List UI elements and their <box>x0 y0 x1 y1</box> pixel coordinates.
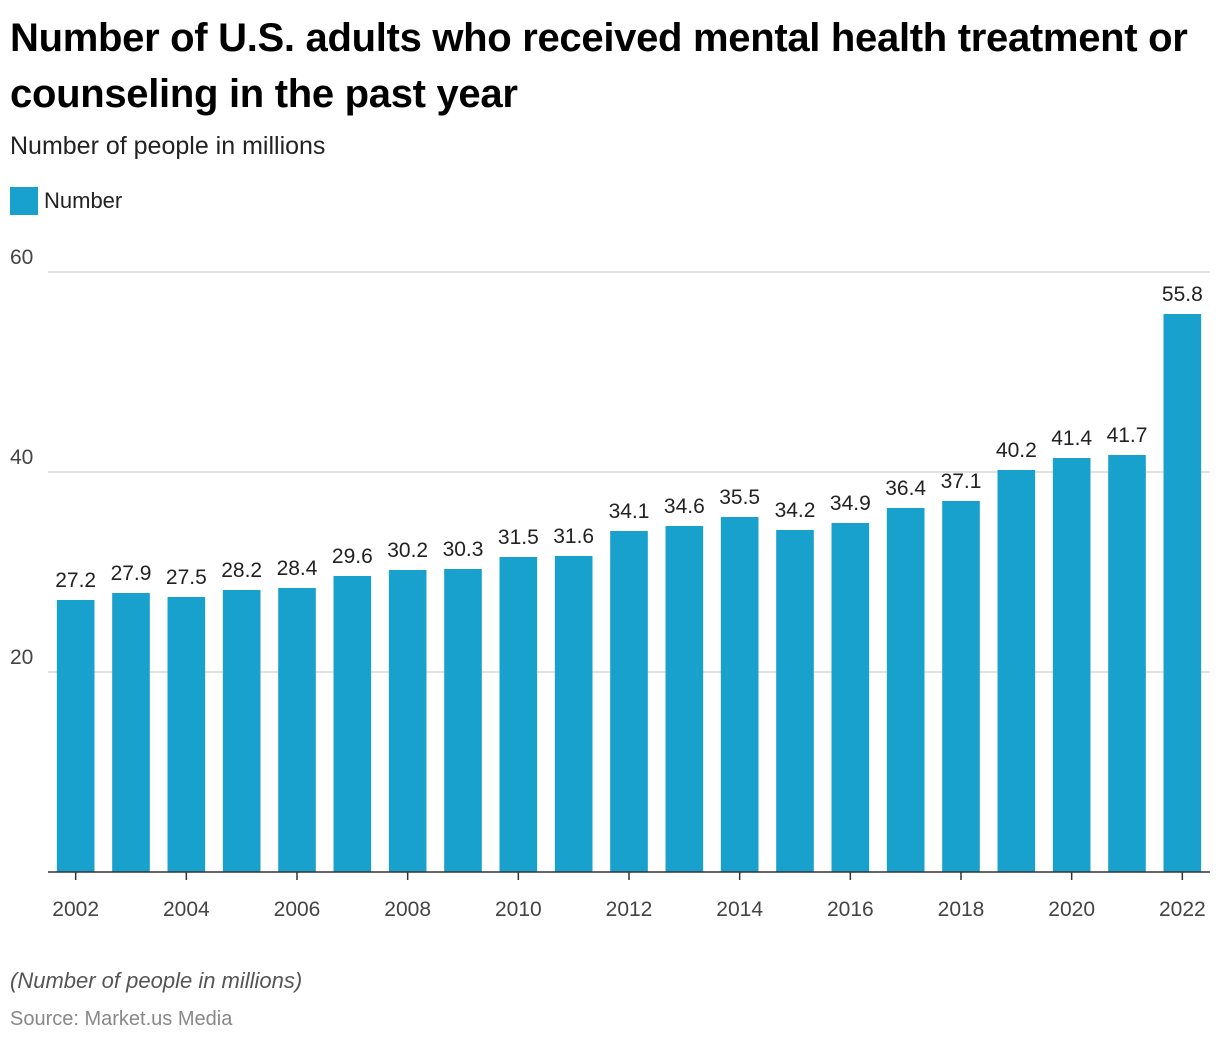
data-label: 36.4 <box>885 477 926 500</box>
legend-swatch <box>10 187 38 215</box>
x-tick-label: 2010 <box>495 898 542 921</box>
bar <box>610 531 648 872</box>
x-tick-label: 2004 <box>163 898 210 921</box>
bar <box>444 569 482 872</box>
bar <box>1052 458 1091 872</box>
data-label: 30.3 <box>443 538 484 561</box>
bar <box>554 556 593 872</box>
bar <box>776 530 814 872</box>
data-label: 34.6 <box>664 495 705 518</box>
data-label: 34.1 <box>609 500 650 523</box>
data-label: 31.5 <box>498 526 539 549</box>
bar <box>720 517 759 872</box>
data-label: 40.2 <box>996 439 1037 462</box>
bar-chart: 20 40 60 27.2 27.9 27.5 28.2 28.4 29.6 30.2 30.3 31… <box>10 246 1210 921</box>
x-tick-label: 2008 <box>384 898 431 921</box>
legend: Number <box>10 186 122 216</box>
x-tick-label: 2018 <box>938 898 985 921</box>
x-tick-label: 2016 <box>827 898 874 921</box>
bar <box>942 501 980 872</box>
data-label: 29.6 <box>332 545 373 568</box>
data-label: 27.2 <box>55 569 96 592</box>
footnote: (Number of people in millions) <box>10 968 303 993</box>
bar <box>1163 314 1202 872</box>
data-label: 41.7 <box>1107 424 1148 447</box>
bar <box>886 508 925 872</box>
data-label: 34.2 <box>775 499 816 522</box>
y-tick-label: 60 <box>10 246 33 269</box>
data-label: 30.2 <box>387 539 428 562</box>
x-tick-label: 2006 <box>274 898 321 921</box>
bar <box>112 593 150 872</box>
bar <box>1108 455 1146 872</box>
bar <box>997 470 1036 872</box>
x-tick-label: 2002 <box>52 898 99 921</box>
source-credit: Source: Market.us Media <box>10 1008 233 1030</box>
y-tick-label: 40 <box>10 446 33 469</box>
x-tick-label: 2012 <box>606 898 653 921</box>
bar <box>167 597 206 872</box>
bar <box>278 588 316 872</box>
data-label: 31.6 <box>553 525 594 548</box>
data-label: 34.9 <box>830 492 871 515</box>
x-tick-label: 2014 <box>716 898 763 921</box>
legend-label: Number <box>44 188 123 213</box>
bar <box>56 600 95 872</box>
bar <box>333 576 372 872</box>
data-label: 37.1 <box>941 470 982 493</box>
data-label: 27.5 <box>166 566 207 589</box>
bar <box>665 526 704 872</box>
data-label: 55.8 <box>1162 283 1203 306</box>
data-label: 41.4 <box>1051 427 1092 450</box>
x-tick-label: 2020 <box>1048 898 1095 921</box>
x-tick-label: 2022 <box>1159 898 1206 921</box>
chart-subtitle: Number of people in millions <box>10 132 326 160</box>
y-tick-label: 20 <box>10 646 33 669</box>
data-label: 28.2 <box>221 559 262 582</box>
data-label: 35.5 <box>719 486 760 509</box>
chart-title: Number of U.S. adults who received menta… <box>10 16 1188 116</box>
bar <box>388 570 427 872</box>
bar <box>499 557 538 872</box>
bar <box>831 523 870 872</box>
bar <box>222 590 261 872</box>
data-label: 27.9 <box>111 562 152 585</box>
data-label: 28.4 <box>277 557 318 580</box>
